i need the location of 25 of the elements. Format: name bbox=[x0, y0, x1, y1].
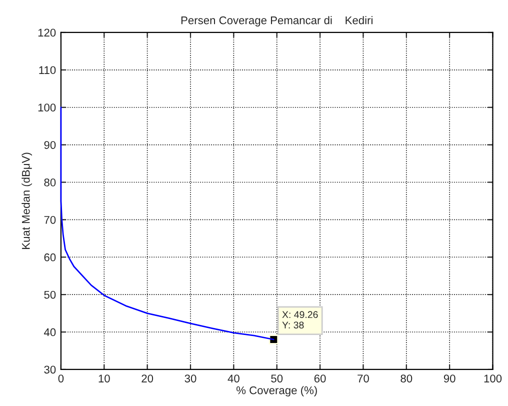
x-tick-label: 40 bbox=[228, 374, 240, 382]
y-tick-label: 120 bbox=[38, 28, 56, 37]
y-tick-label: 40 bbox=[44, 328, 56, 336]
y-tick-label: 90 bbox=[44, 141, 56, 149]
y-tick-label: 80 bbox=[44, 178, 56, 186]
y-tick-label: 30 bbox=[44, 366, 56, 374]
y-tick-label: 100 bbox=[38, 104, 56, 112]
annotation: X: 49.26 Y: 38 bbox=[282, 311, 318, 328]
x-tick-label: 30 bbox=[184, 374, 196, 382]
y-tick-label: 60 bbox=[44, 253, 56, 262]
chart-title: Persen Coverage Pemancar di Kediri bbox=[181, 16, 372, 26]
y-axis-title: Kuat Medan (dBμV) bbox=[22, 152, 32, 249]
y-tick-label: 50 bbox=[44, 290, 56, 299]
x-tick-label: 10 bbox=[98, 374, 110, 382]
x-tick-label: 60 bbox=[314, 374, 326, 382]
x-tick-label: 80 bbox=[400, 374, 412, 382]
x-tick-label: 90 bbox=[444, 374, 456, 382]
x-tick-label: 70 bbox=[358, 374, 369, 382]
x-tick-label: 20 bbox=[142, 374, 154, 382]
x-tick-label: 50 bbox=[271, 374, 283, 382]
y-tick-label: 110 bbox=[39, 66, 56, 74]
y-tick-label: 70 bbox=[44, 216, 56, 224]
x-axis-title: % Coverage (%) bbox=[236, 386, 317, 396]
x-tick-label: 0 bbox=[58, 374, 64, 382]
x-tick-label: 100 bbox=[484, 374, 502, 382]
